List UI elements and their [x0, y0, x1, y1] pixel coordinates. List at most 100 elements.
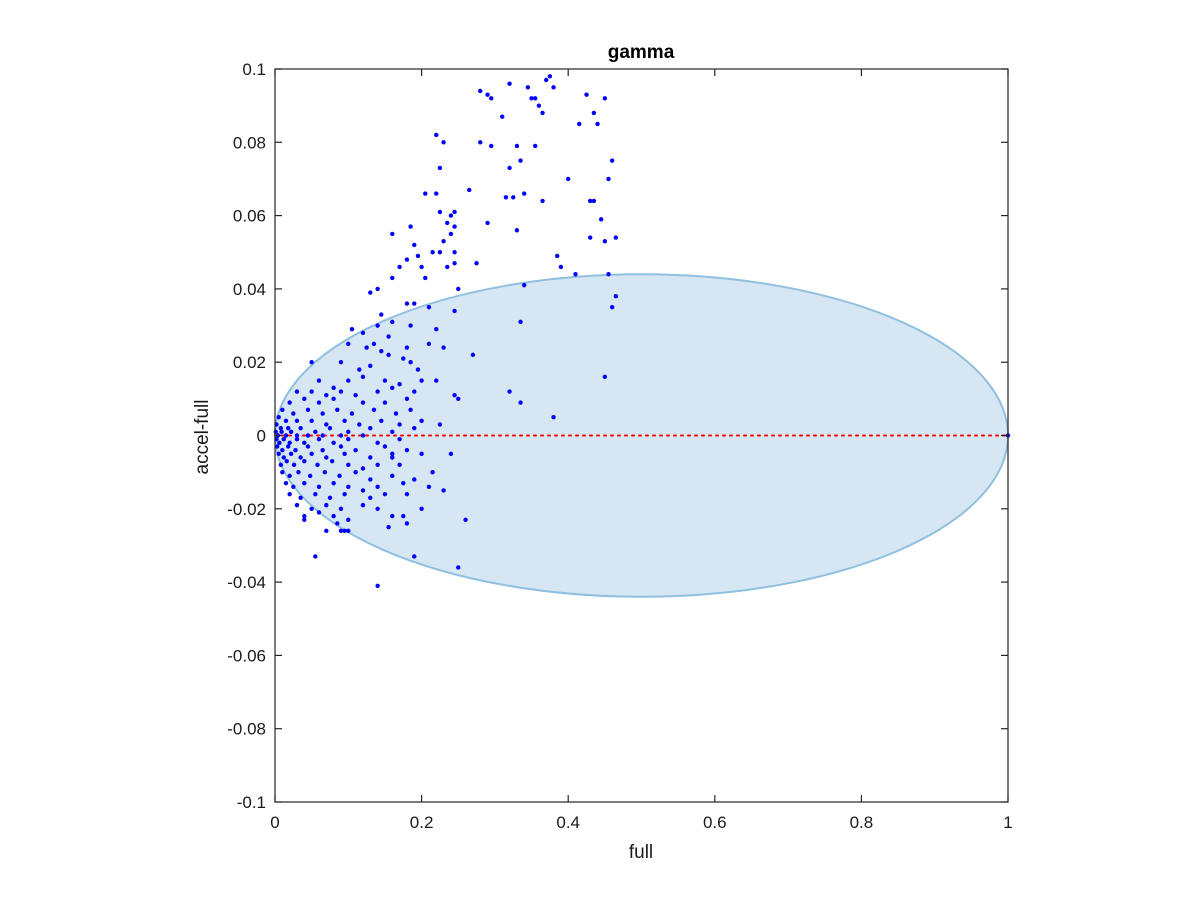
data-point [331, 440, 336, 446]
data-point [291, 411, 296, 416]
data-point [316, 510, 322, 515]
data-point [337, 473, 342, 479]
data-point [430, 469, 435, 475]
data-point [609, 305, 615, 310]
data-point [573, 272, 578, 277]
data-point [613, 235, 619, 240]
data-point [393, 411, 399, 416]
data-point [309, 418, 314, 424]
data-point [313, 491, 318, 497]
data-point [305, 444, 311, 449]
data-point [452, 250, 457, 255]
data-point [445, 220, 450, 226]
data-point [390, 385, 395, 391]
data-point [470, 352, 476, 358]
data-point [397, 381, 402, 387]
y-tick-label: -0.06 [227, 646, 266, 665]
data-point [357, 422, 362, 427]
data-point [386, 352, 391, 358]
data-point [360, 502, 366, 508]
data-point [375, 389, 380, 394]
data-point [349, 327, 355, 332]
data-point [448, 213, 454, 218]
data-point [478, 88, 483, 94]
data-point [338, 433, 344, 438]
data-points [273, 74, 1011, 588]
data-point [467, 187, 472, 193]
data-point [525, 85, 531, 90]
data-point [434, 132, 439, 138]
data-point [287, 400, 292, 405]
data-point [368, 477, 373, 482]
data-point [305, 407, 311, 413]
data-point [288, 429, 294, 435]
data-point [291, 462, 297, 468]
data-point [338, 360, 344, 365]
data-point [489, 96, 494, 101]
data-point [346, 462, 351, 468]
data-point [448, 451, 454, 457]
data-point [408, 224, 413, 229]
data-point [302, 480, 307, 486]
data-point [540, 110, 545, 116]
data-point [346, 341, 351, 347]
data-point [382, 491, 388, 497]
y-tick-label: -0.04 [227, 573, 266, 592]
data-point [360, 433, 366, 438]
data-point [602, 374, 608, 380]
data-point [342, 528, 347, 533]
data-point [375, 484, 380, 490]
y-tick-label: 0.08 [233, 133, 266, 152]
data-point [606, 176, 611, 182]
data-point [280, 469, 285, 475]
data-point [533, 143, 538, 149]
data-point [584, 92, 589, 97]
data-point [602, 96, 608, 101]
data-point [547, 74, 553, 79]
data-point [329, 458, 335, 464]
data-point [485, 220, 490, 226]
data-point [294, 436, 300, 442]
data-point [368, 290, 373, 295]
data-point [434, 378, 439, 383]
data-point [404, 396, 410, 402]
data-point [518, 400, 523, 405]
data-point [382, 378, 388, 383]
data-point [371, 341, 377, 347]
data-point [368, 363, 373, 369]
data-point [283, 433, 289, 438]
data-point [298, 455, 303, 460]
data-point [280, 407, 285, 413]
data-point [441, 488, 446, 493]
y-tick-label: 0 [257, 427, 266, 446]
data-point [375, 286, 380, 292]
data-point [441, 140, 446, 145]
data-point [375, 462, 380, 468]
data-point [533, 96, 538, 101]
data-point [606, 272, 611, 277]
data-point [331, 385, 336, 391]
data-point [324, 392, 329, 398]
data-point [335, 521, 340, 526]
data-point [598, 217, 604, 222]
data-point [456, 286, 461, 292]
data-point [408, 360, 413, 365]
data-point [276, 414, 281, 420]
data-point [419, 264, 424, 270]
data-point [404, 301, 410, 306]
data-point [595, 121, 600, 127]
data-point [276, 451, 281, 457]
data-point [349, 411, 355, 416]
data-point [331, 396, 336, 402]
data-point [415, 253, 421, 259]
data-point [419, 506, 424, 511]
data-point [485, 92, 490, 97]
data-point [309, 506, 314, 511]
data-point [379, 418, 384, 424]
data-point [518, 158, 523, 163]
data-point [294, 418, 300, 424]
data-point [375, 323, 380, 328]
data-point [412, 389, 417, 394]
data-point [360, 400, 366, 405]
